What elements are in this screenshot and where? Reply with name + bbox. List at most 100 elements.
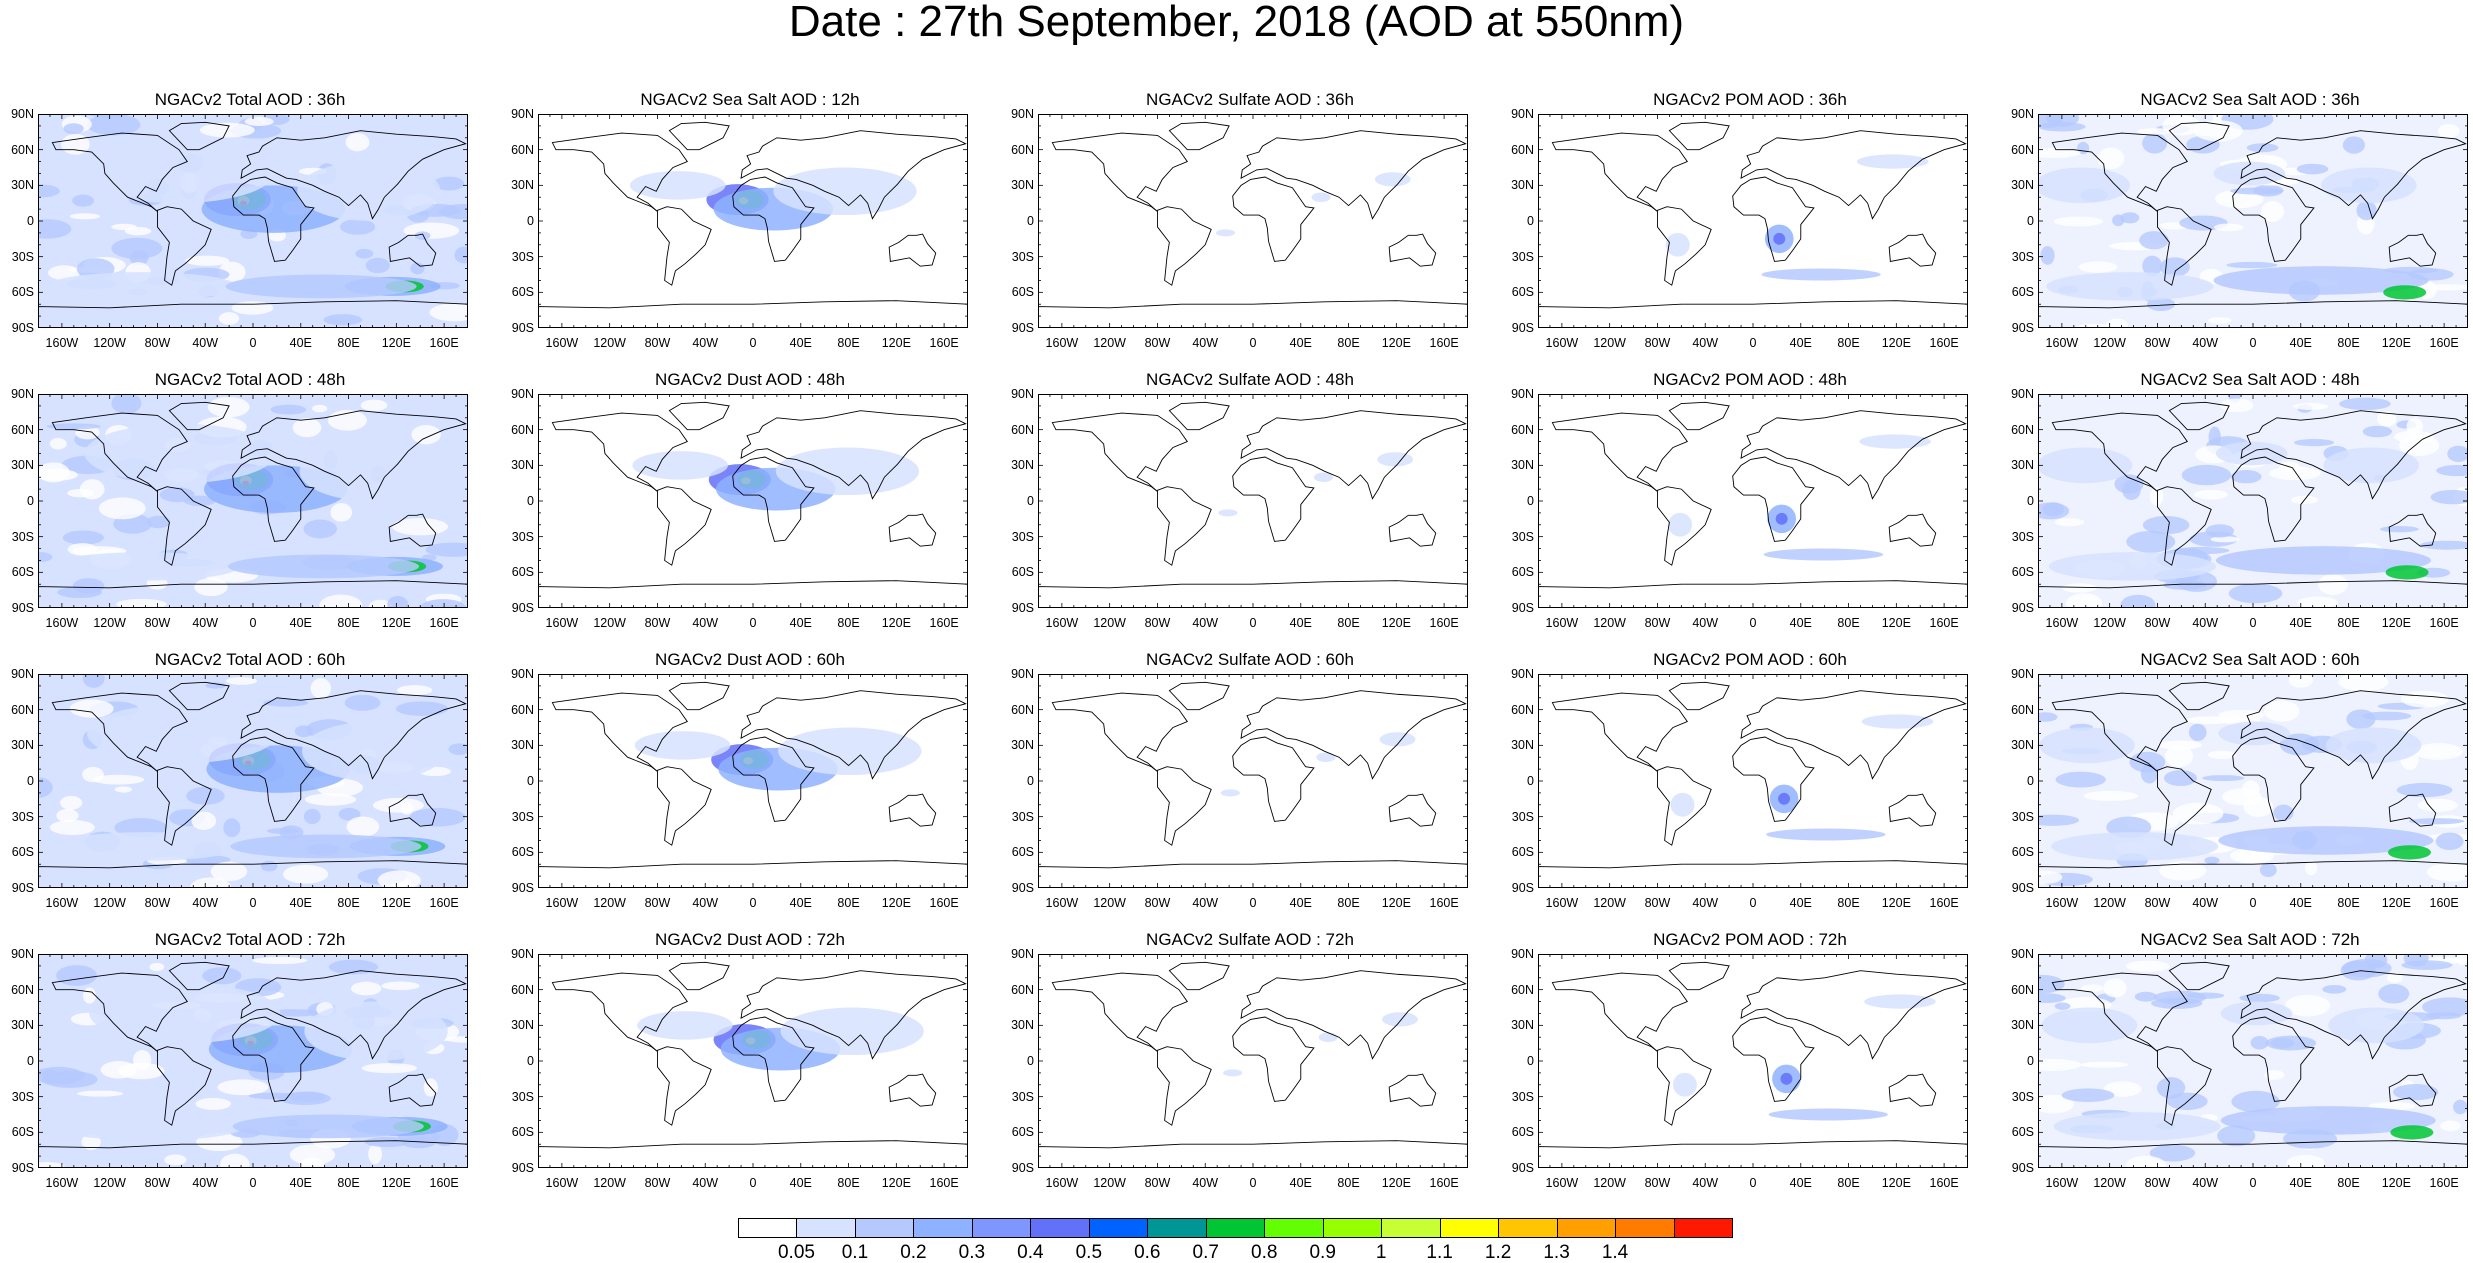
aod-field (2149, 1144, 2196, 1162)
lat-tick-label: 60S (2011, 565, 2034, 580)
coastline (1668, 401, 1730, 431)
lat-tick-label: 60N (511, 422, 534, 437)
coastline (1038, 1140, 1468, 1168)
aod-field (1215, 229, 1236, 237)
lon-tick-label: 40W (692, 896, 719, 910)
aod-field (303, 519, 338, 539)
aod-field (2159, 257, 2190, 277)
lat-tick-label: 30N (511, 738, 534, 753)
lon-tick-label: 160W (2045, 336, 2079, 350)
plot-frame (1538, 954, 1968, 1168)
lat-tick-label: 90S (1011, 321, 1034, 335)
aod-field (634, 731, 731, 760)
lat-tick-label: 30S (1011, 1089, 1034, 1104)
lat-tick-label: 90N (1511, 947, 1534, 961)
coastline (740, 690, 967, 780)
coastline (240, 970, 467, 1060)
coastline (1232, 456, 1315, 542)
plot-frame (1038, 674, 1468, 888)
aod-field (2081, 984, 2104, 992)
lon-tick-label: 120E (881, 336, 911, 350)
aod-field (2453, 1099, 2468, 1115)
coastline (668, 681, 730, 711)
aod-field (289, 1144, 336, 1166)
panel-title: NGACv2 Sulfate AOD : 72h (1146, 930, 1354, 949)
lat-tick-label: 60N (11, 702, 34, 717)
aod-field (2125, 1155, 2167, 1168)
lon-tick-label: 120W (1593, 616, 1626, 630)
aod-field (2419, 540, 2468, 550)
panel-title: NGACv2 Dust AOD : 60h (655, 650, 845, 669)
aod-field (304, 1001, 448, 1061)
lat-tick-label: 0 (27, 774, 34, 788)
lon-tick-label: 120W (593, 616, 626, 630)
coastline (1038, 300, 1468, 328)
legend-label: 0.7 (1192, 1242, 1219, 1263)
lon-tick-label: 40W (692, 616, 719, 630)
aod-field (2288, 674, 2313, 688)
lat-tick-label: 0 (2027, 494, 2034, 508)
lon-tick-label: 120W (2093, 1176, 2126, 1190)
aod-field (2159, 860, 2207, 881)
lat-tick-label: 0 (527, 214, 534, 228)
aod-field (1766, 828, 1886, 841)
aod-field (2181, 464, 2232, 486)
aod-field (2250, 1035, 2269, 1050)
coastline (2240, 130, 2467, 220)
color-legend (738, 1218, 1733, 1240)
aod-field (2105, 318, 2128, 328)
aod-field (38, 468, 78, 481)
lon-tick-label: 80E (1837, 336, 1860, 350)
coastline (1156, 486, 1212, 566)
aod-field (2387, 972, 2403, 984)
aod-field (72, 194, 94, 207)
aod-field (2065, 593, 2103, 608)
lon-tick-label: 120W (593, 336, 626, 350)
map-panel: NGACv2 Sea Salt AOD : 48h 90N 60N 30N 0 30S 60… (2000, 370, 2473, 630)
panel-title: NGACv2 Sea Salt AOD : 12h (640, 90, 860, 109)
lon-tick-label: 40E (1289, 336, 1312, 350)
plot-frame (1038, 114, 1468, 328)
aod-field (2165, 745, 2194, 768)
coastline (1668, 121, 1730, 151)
aod-field (2172, 802, 2224, 825)
plot-frame (1038, 954, 1468, 1168)
aod-field (220, 1153, 250, 1168)
aod-field (1220, 789, 1240, 797)
aod-field (1311, 192, 1331, 202)
map-panel: NGACv2 Dust AOD : 48h 90N 60N 30N 0 30S 60S 90S… (500, 370, 1000, 630)
lon-tick-label: 40E (289, 336, 312, 350)
lat-tick-label: 90S (1511, 601, 1534, 615)
lat-tick-label: 30S (1011, 809, 1034, 824)
lon-tick-label: 0 (1749, 336, 1757, 350)
coastline (1538, 300, 1968, 328)
coastline (388, 793, 437, 827)
coastline (668, 961, 730, 991)
map-plot (1538, 674, 1968, 888)
lat-tick-label: 30N (1011, 458, 1034, 473)
lon-tick-label: 160E (929, 1176, 959, 1190)
lat-tick-label: 90S (2011, 321, 2034, 335)
aod-field (230, 834, 422, 859)
map-plot (1038, 394, 1468, 608)
aod-field (100, 1061, 137, 1079)
lat-tick-label: 30N (1011, 1018, 1034, 1033)
lon-tick-label: 80W (644, 616, 671, 630)
lat-tick-label: 60S (1511, 285, 1534, 300)
coastline (2232, 1016, 2315, 1102)
aod-field (2264, 1070, 2285, 1080)
lon-tick-label: 80E (1337, 616, 1360, 630)
legend-label: 0.8 (1251, 1242, 1278, 1263)
legend-label: 0.5 (1075, 1242, 1103, 1263)
legend-label: 0.6 (1134, 1242, 1161, 1263)
panel-title: NGACv2 Total AOD : 36h (154, 90, 346, 109)
aod-field (244, 117, 274, 126)
coastline (668, 121, 730, 151)
aod-field (53, 1112, 245, 1141)
lon-tick-label: 40W (2192, 336, 2219, 350)
coastline (232, 176, 315, 262)
lon-tick-label: 160E (2429, 616, 2459, 630)
aod-field (433, 176, 465, 191)
lat-tick-label: 60S (11, 845, 34, 860)
aod-field (2246, 143, 2279, 153)
